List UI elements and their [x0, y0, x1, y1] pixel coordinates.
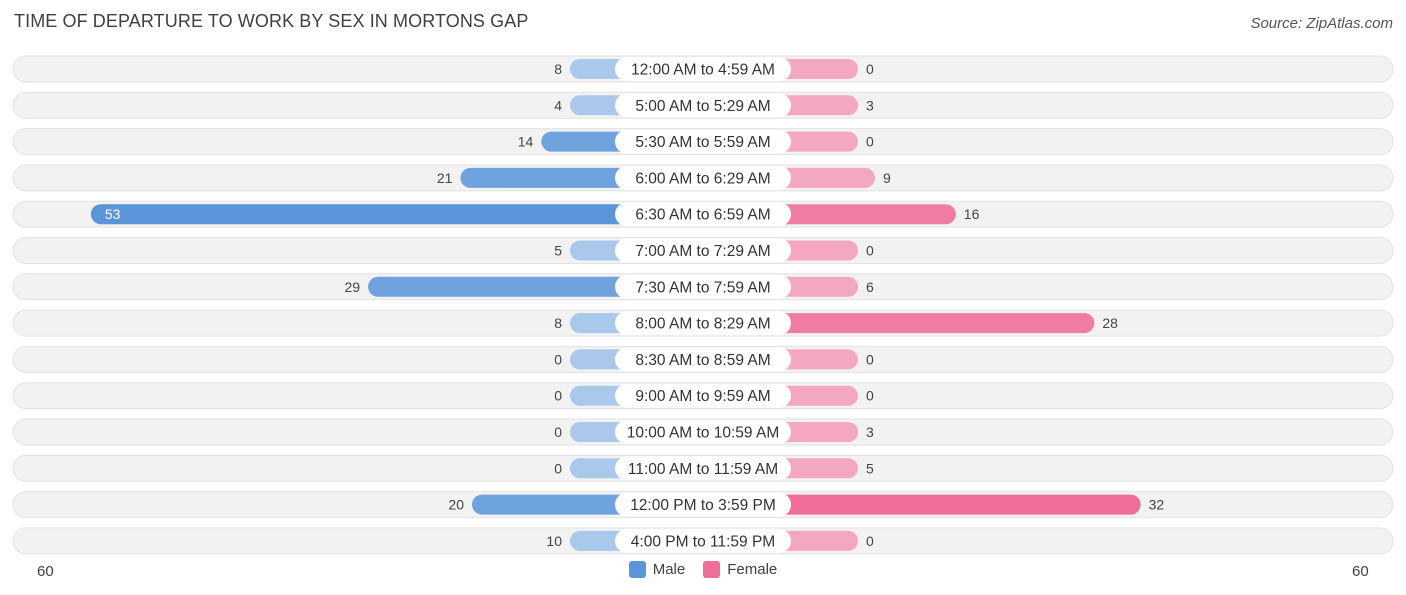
- value-label-female: 32: [1149, 497, 1165, 513]
- category-label-bg: [615, 93, 791, 118]
- value-label-male: 8: [554, 61, 562, 77]
- chart-canvas: 12:00 AM to 4:59 AM 8 0 5:00 AM to 5:29 AM 4…: [12, 55, 1394, 555]
- category-label: 9:00 AM to 9:59 AM: [635, 388, 770, 405]
- value-label-male: 0: [554, 460, 562, 476]
- legend-swatch-female: [703, 561, 721, 578]
- category-label-bg: [615, 311, 791, 336]
- value-label-male: 10: [546, 533, 562, 549]
- value-label-male: 21: [437, 170, 453, 186]
- value-label-male: 0: [554, 388, 562, 404]
- category-label: 7:30 AM to 7:59 AM: [635, 279, 770, 296]
- value-label-male: 14: [518, 134, 534, 150]
- legend: Male Female: [0, 561, 1406, 578]
- category-label-bg: [615, 420, 791, 444]
- axis-right-label: 60: [1352, 563, 1369, 580]
- category-label: 12:00 PM to 3:59 PM: [630, 497, 776, 514]
- axis-left-label: 60: [37, 563, 54, 580]
- category-label-bg: [615, 383, 791, 408]
- category-label-bg: [615, 165, 791, 190]
- category-label: 5:00 AM to 5:29 AM: [635, 98, 770, 115]
- value-label-female: 6: [866, 279, 874, 295]
- category-label: 11:00 AM to 11:59 AM: [628, 461, 778, 478]
- category-label: 7:00 AM to 7:29 AM: [635, 243, 770, 260]
- category-label-bg: [615, 274, 791, 299]
- bar-female: [703, 494, 1141, 515]
- category-label: 4:00 PM to 11:59 PM: [631, 533, 775, 550]
- legend-label-male: Male: [652, 561, 686, 578]
- category-label-bg: [615, 456, 791, 481]
- category-label-bg: [615, 347, 791, 372]
- value-label-female: 16: [964, 206, 980, 222]
- value-label-female: 0: [866, 61, 874, 77]
- value-label-female: 0: [866, 533, 874, 549]
- value-label-male: 4: [554, 97, 562, 113]
- category-label-bg: [615, 492, 791, 517]
- value-label-male: 0: [554, 351, 562, 367]
- category-label: 5:30 AM to 5:59 AM: [635, 134, 770, 151]
- value-label-female: 0: [866, 351, 874, 367]
- value-label-male: 29: [344, 279, 360, 295]
- value-label-male: 20: [448, 497, 464, 513]
- bar-female: [703, 313, 1095, 334]
- category-label: 6:00 AM to 6:29 AM: [635, 170, 770, 187]
- category-label: 10:00 AM to 10:59 AM: [627, 425, 780, 442]
- value-label-female: 3: [866, 424, 874, 440]
- category-label: 8:30 AM to 8:59 AM: [635, 352, 770, 369]
- category-label: 12:00 AM to 4:59 AM: [631, 62, 775, 79]
- value-label-female: 0: [866, 243, 874, 259]
- value-label-male: 53: [105, 206, 121, 222]
- category-label-bg: [615, 238, 791, 263]
- category-label-bg: [615, 528, 791, 553]
- bar-male: [90, 204, 704, 225]
- value-label-female: 5: [866, 460, 874, 476]
- category-label: 6:30 AM to 6:59 AM: [635, 207, 770, 224]
- value-label-female: 0: [866, 134, 874, 150]
- legend-label-female: Female: [727, 561, 778, 578]
- value-label-female: 3: [866, 97, 874, 113]
- legend-swatch-male: [628, 561, 646, 578]
- category-label: 8:00 AM to 8:29 AM: [635, 316, 770, 333]
- value-label-male: 5: [554, 243, 562, 259]
- value-label-male: 0: [554, 424, 562, 440]
- chart-title: TIME OF DEPARTURE TO WORK BY SEX IN MORT…: [14, 11, 529, 31]
- value-label-female: 28: [1102, 315, 1118, 331]
- value-label-female: 9: [883, 170, 891, 186]
- source-credit: Source: ZipAtlas.com: [1250, 15, 1393, 32]
- legend-item-male: Male: [628, 561, 686, 578]
- category-label-bg: [615, 57, 791, 81]
- category-label-bg: [615, 129, 791, 154]
- value-label-female: 0: [866, 388, 874, 404]
- legend-item-female: Female: [703, 561, 777, 578]
- value-label-male: 8: [554, 315, 562, 331]
- category-label-bg: [615, 202, 791, 227]
